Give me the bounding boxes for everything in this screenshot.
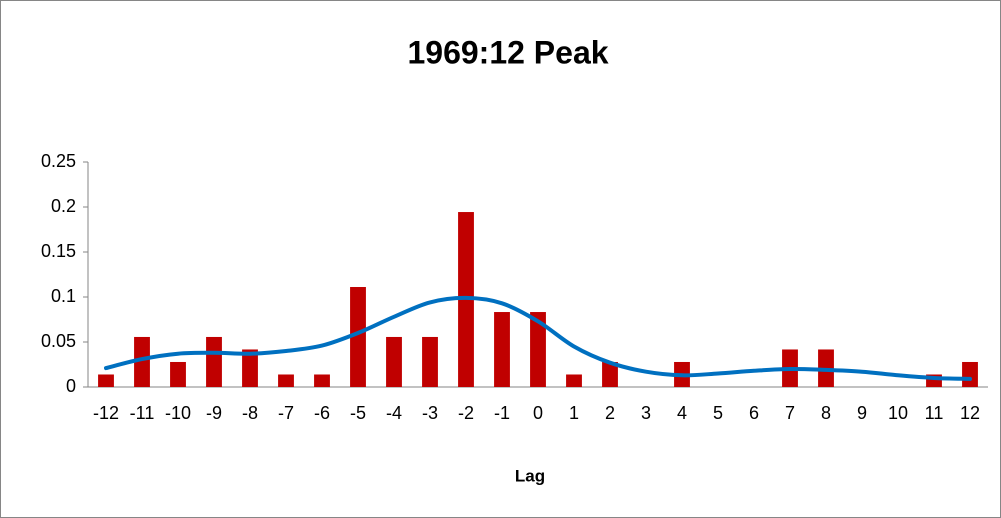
x-tick-label: 0 [533, 403, 543, 423]
x-tick-label: 1 [569, 403, 579, 423]
bar [170, 361, 186, 387]
y-tick-label: 0.1 [51, 286, 76, 306]
y-tick-label: 0 [66, 376, 76, 396]
chart-title: 1969:12 Peak [407, 34, 608, 70]
bar [206, 336, 222, 387]
x-tick-label: -9 [206, 403, 222, 423]
x-tick-label: -12 [93, 403, 119, 423]
x-tick-label: -8 [242, 403, 258, 423]
x-tick-label: 4 [677, 403, 687, 423]
bar [962, 361, 978, 387]
bar [242, 349, 258, 387]
x-tick-label: -11 [130, 403, 155, 423]
x-tick-label: 12 [960, 403, 980, 423]
x-tick-label: 11 [925, 403, 944, 423]
y-tick-label: 0.15 [41, 241, 76, 261]
y-tick-label: 0.2 [51, 196, 76, 216]
x-tick-label: 6 [749, 403, 759, 423]
x-tick-label: 5 [713, 403, 723, 423]
x-tick-label: 7 [785, 403, 795, 423]
x-tick-label: 10 [888, 403, 908, 423]
x-tick-label: -4 [386, 403, 402, 423]
x-tick-label: 8 [821, 403, 831, 423]
bar [98, 374, 114, 387]
line [104, 295, 972, 381]
x-tick-label: -5 [350, 403, 366, 423]
x-tick-label: -1 [494, 403, 510, 423]
bar [602, 361, 618, 387]
y-tick-label: 0.05 [41, 331, 76, 351]
x-tick-label: 9 [857, 403, 867, 423]
y-tick-label: 0.25 [41, 151, 76, 171]
bar [422, 336, 438, 387]
bar [134, 336, 150, 387]
x-tick-label: -10 [165, 403, 191, 423]
bar [314, 374, 330, 387]
x-tick-label: -2 [458, 403, 474, 423]
x-tick-label: 2 [605, 403, 615, 423]
bar [566, 374, 582, 387]
x-tick-label: -7 [278, 403, 294, 423]
bar [278, 374, 294, 387]
x-tick-label: 3 [641, 403, 651, 423]
bar [494, 312, 510, 387]
x-tick-label: -3 [422, 403, 438, 423]
bar [386, 336, 402, 387]
bar [350, 287, 366, 387]
bar [530, 312, 546, 387]
x-tick-label: -6 [314, 403, 330, 423]
x-axis-title: Lag [515, 466, 545, 485]
